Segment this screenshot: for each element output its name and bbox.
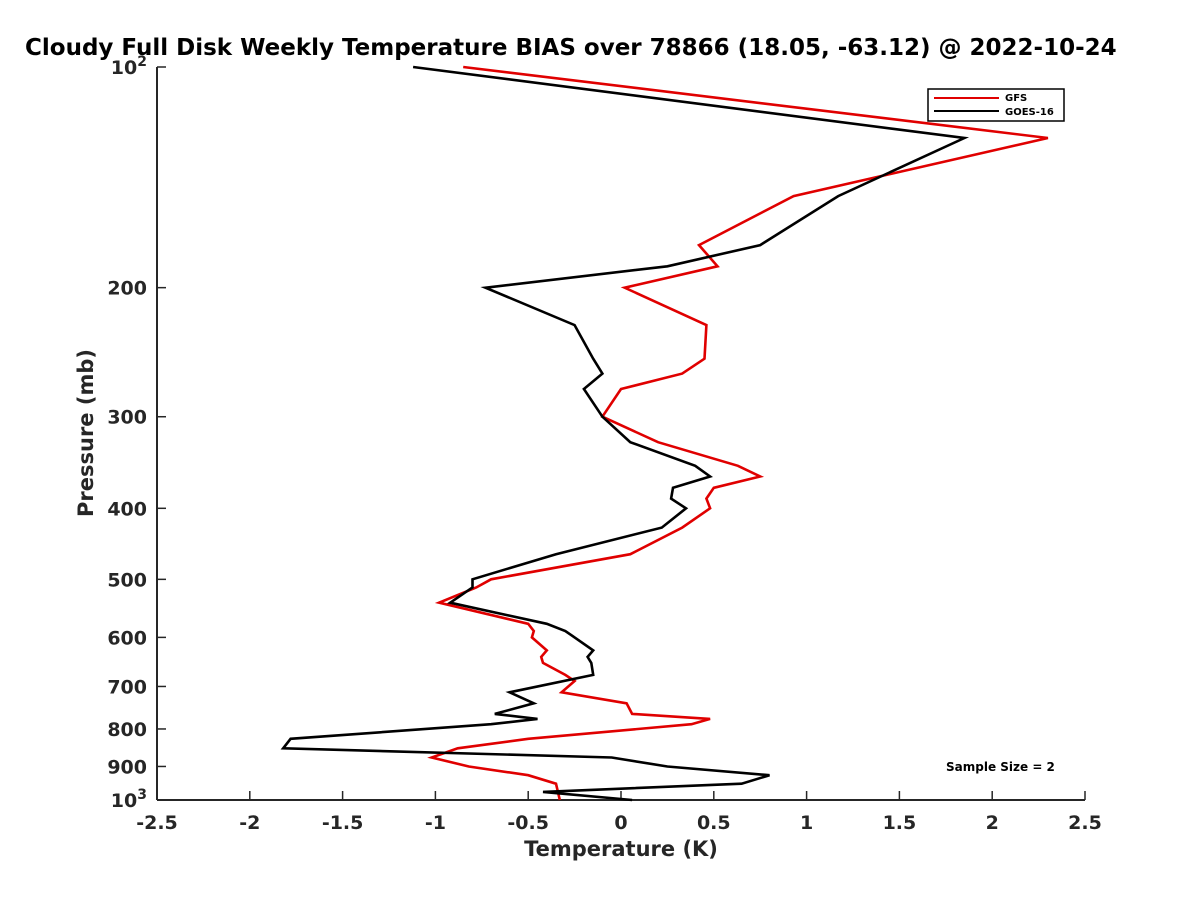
y-tick-label: 400 [107, 498, 147, 520]
legend-label-goes16: GOES-16 [1005, 107, 1054, 118]
chart-title: Cloudy Full Disk Weekly Temperature BIAS… [25, 35, 1117, 61]
legend-label-gfs: GFS [1005, 93, 1027, 104]
x-tick-label: 1 [800, 812, 813, 834]
x-axis-ticks: -2.5 -2 -1.5 -1 -0.5 0 0.5 1 1.5 2 2.5 [136, 791, 1102, 834]
y-tick-label: 900 [107, 756, 147, 778]
x-tick-label: 0 [614, 812, 627, 834]
x-tick-label: 0.5 [697, 812, 731, 834]
legend-box [927, 88, 1065, 122]
y-tick-label: 103 [111, 787, 147, 812]
y-tick-label: 600 [107, 627, 147, 649]
x-tick-label: 2.5 [1068, 812, 1102, 834]
x-tick-label: -1 [425, 812, 446, 834]
x-axis-label: Temperature (K) [524, 837, 718, 861]
y-tick-label: 300 [107, 407, 147, 429]
series-layer [280, 65, 1049, 802]
y-tick-label: 200 [107, 278, 147, 300]
y-tick-label: 700 [107, 676, 147, 698]
y-tick-label: 500 [107, 569, 147, 591]
x-tick-label: 1.5 [883, 812, 917, 834]
y-tick-label: 800 [107, 719, 147, 741]
y-tick-label: 102 [111, 54, 147, 79]
legend: GFS GOES-16 [927, 88, 1065, 122]
sample-size-annotation: Sample Size = 2 [946, 760, 1055, 774]
y-axis-ticks: 102 200 300 400 500 600 700 800 900 103 [107, 54, 166, 812]
x-tick-label: -1.5 [322, 812, 364, 834]
series-line-gfs [427, 65, 1049, 801]
x-tick-label: -0.5 [507, 812, 549, 834]
series-line-goes16 [280, 65, 970, 802]
x-tick-label: -2 [239, 812, 260, 834]
x-tick-label: 2 [986, 812, 999, 834]
x-tick-label: -2.5 [136, 812, 178, 834]
y-axis-label: Pressure (mb) [74, 349, 98, 517]
